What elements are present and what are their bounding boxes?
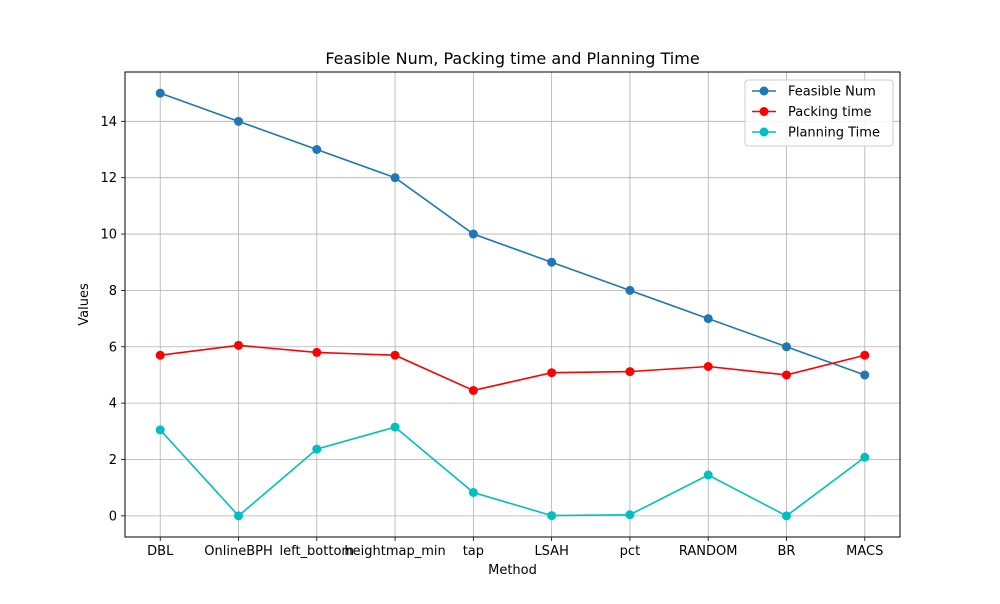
data-point	[781, 370, 791, 380]
x-axis-label: Method	[488, 563, 537, 578]
data-point	[703, 470, 713, 480]
data-point	[625, 285, 635, 295]
data-point	[781, 511, 791, 521]
series-line	[159, 426, 866, 517]
series-line	[160, 344, 865, 392]
x-tick-label: tap	[463, 544, 484, 559]
legend-marker	[759, 86, 769, 96]
data-point	[625, 367, 635, 377]
data-point	[625, 510, 635, 520]
data-point	[547, 257, 557, 267]
data-point	[312, 145, 322, 154]
x-tick-label: MACS	[846, 544, 883, 559]
data-point	[860, 350, 870, 360]
y-tick-label: 0	[109, 509, 117, 524]
y-tick-label: 8	[109, 284, 117, 299]
legend-label: Planning Time	[788, 126, 880, 141]
data-point	[155, 350, 165, 360]
data-point	[390, 422, 400, 432]
x-tick-label: OnlineBPH	[204, 544, 272, 559]
x-tick-label: left_bottom	[280, 544, 355, 559]
plot-area-frame	[124, 71, 901, 538]
data-point	[703, 362, 713, 371]
x-tick-label: pct	[620, 544, 641, 559]
y-tick-label: 2	[109, 453, 117, 468]
data-point	[234, 511, 244, 521]
data-point	[547, 511, 557, 521]
legend-marker	[759, 107, 769, 116]
data-point	[468, 229, 478, 239]
y-tick-label: 14	[100, 115, 117, 130]
y-tick-label: 4	[109, 397, 117, 412]
data-point	[312, 347, 322, 357]
data-point	[781, 342, 791, 352]
chart-title: Feasible Num, Packing time and Planning …	[325, 49, 699, 68]
y-axis-label: Values	[77, 283, 92, 326]
series-line	[159, 92, 866, 376]
data-point	[703, 314, 713, 324]
data-point	[390, 350, 400, 360]
x-tick-label: BR	[778, 544, 796, 559]
data-point	[234, 340, 244, 350]
data-point	[547, 368, 557, 378]
data-point	[155, 425, 165, 435]
y-tick-label: 6	[109, 340, 117, 355]
data-point	[234, 116, 244, 126]
data-point	[390, 173, 400, 183]
y-tick-label: 10	[100, 228, 117, 243]
legend-label: Packing time	[788, 105, 872, 120]
data-point	[155, 88, 165, 98]
legend-marker	[759, 127, 769, 137]
x-tick-label: LSAH	[534, 544, 568, 559]
data-point	[312, 444, 322, 454]
x-tick-label: DBL	[147, 544, 174, 559]
x-tick-label: heightmap_min	[344, 544, 445, 559]
y-tick-label: 12	[100, 171, 117, 186]
series-lines	[155, 88, 870, 521]
legend: Feasible Num Packing time Planning Time	[744, 79, 894, 147]
data-point	[468, 385, 478, 395]
legend-box	[744, 79, 894, 147]
x-tick-label: RANDOM	[679, 544, 738, 559]
data-point	[860, 370, 870, 380]
data-point	[860, 452, 870, 462]
data-point	[468, 487, 478, 497]
legend-label: Feasible Num	[788, 85, 876, 100]
